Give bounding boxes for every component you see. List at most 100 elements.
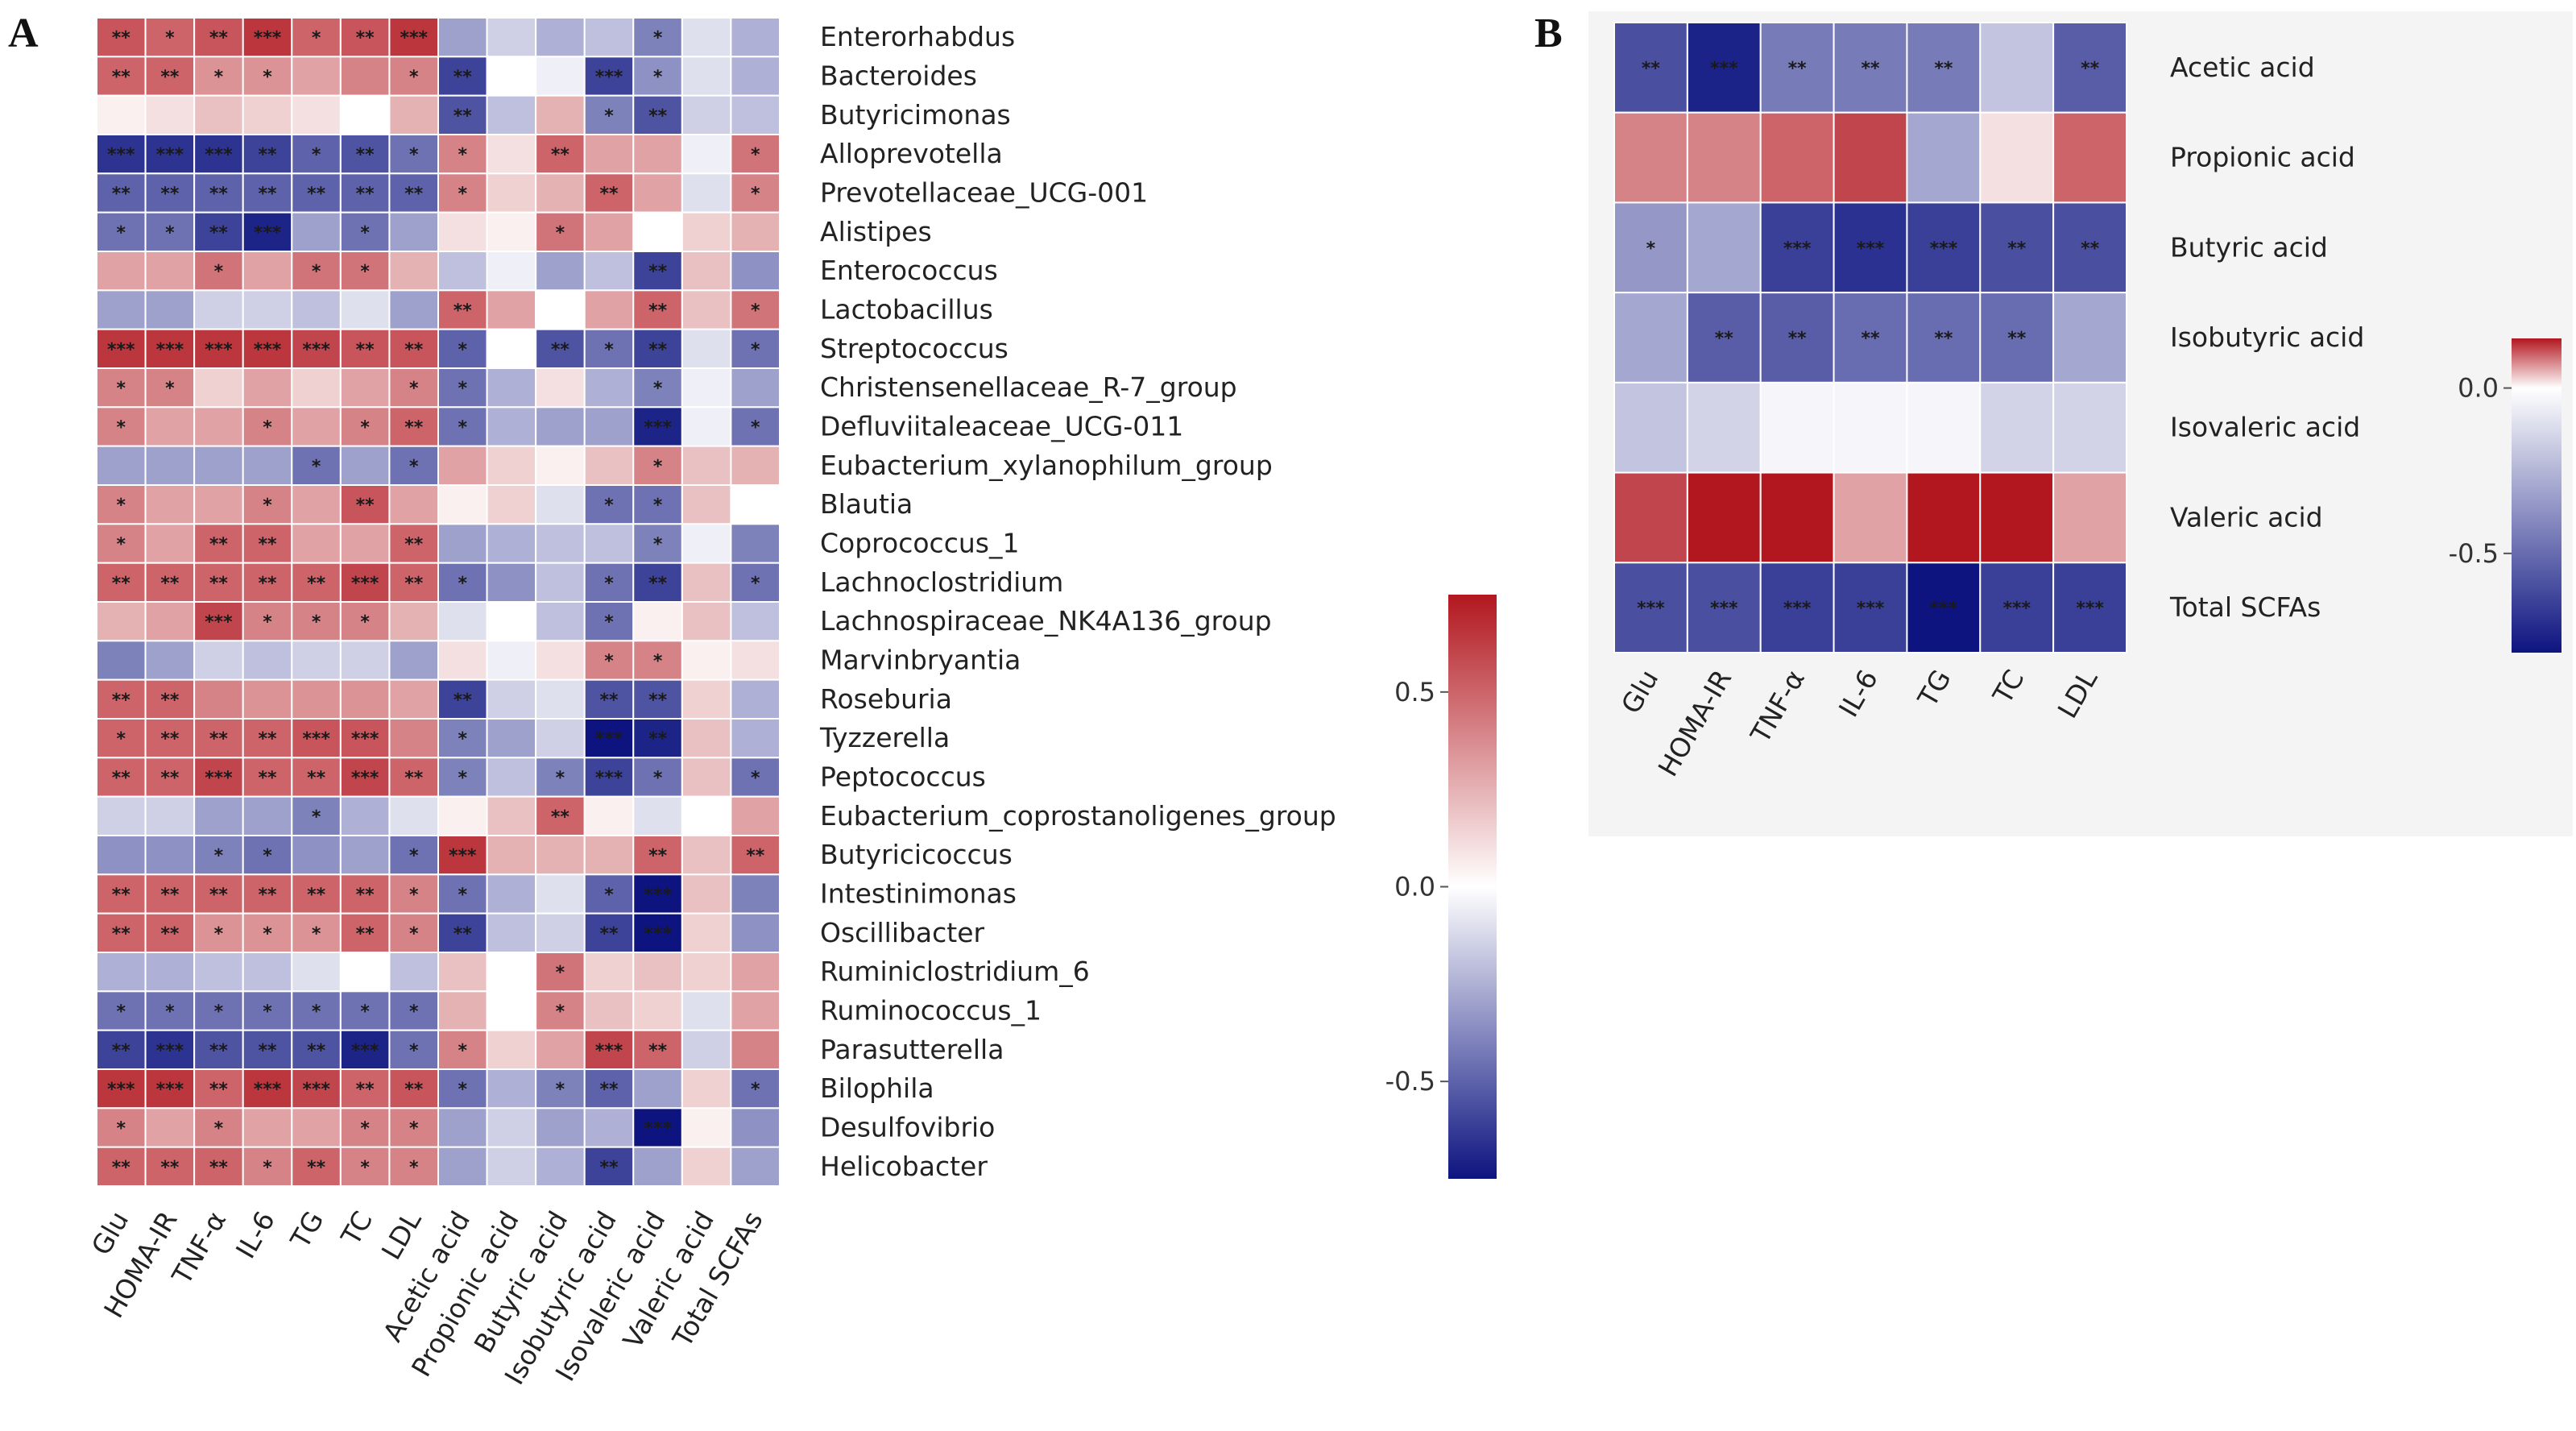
panel-a-significance-mark: * [751, 1080, 760, 1100]
panel-b-cell [1613, 562, 1688, 653]
panel-a-cell [291, 523, 342, 564]
panel-a-significance-mark: *** [644, 924, 672, 944]
panel-a-cell [144, 94, 196, 135]
panel-b-significance-mark: *** [1930, 238, 1958, 259]
panel-a-significance-mark: * [263, 496, 272, 516]
panel-a-cell [193, 94, 244, 135]
panel-a-cell [96, 523, 147, 564]
panel-a-cell [144, 367, 196, 409]
panel-b-cell [1759, 201, 1835, 294]
panel-a-color-legend-bar [1448, 595, 1497, 1179]
panel-a-cell [632, 94, 683, 135]
panel-b-cell [1833, 201, 1908, 294]
panel-a-cell [437, 1107, 488, 1148]
panel-a-row-label: Bilophila [820, 1072, 934, 1104]
panel-a-cell [437, 757, 488, 798]
panel-a-cell [535, 1068, 586, 1110]
panel-a-legend-tick-label: 0.0 [1394, 872, 1435, 902]
panel-b-cell [1613, 292, 1688, 384]
panel-a-cell [632, 134, 683, 175]
panel-a-cell [681, 795, 732, 837]
panel-a-significance-mark: ** [209, 1080, 229, 1100]
panel-a-cell [193, 211, 244, 252]
panel-a-cell [681, 17, 732, 58]
panel-b-heatmap: ** *** ** ** ** *** *** *** *** ** **** ** ** ** *****… [1613, 22, 2127, 653]
panel-a-significance-mark: ** [599, 691, 619, 711]
panel-b-cell [1906, 22, 1982, 114]
panel-a-cell [535, 1029, 586, 1070]
panel-a-cell [681, 562, 732, 604]
panel-a-cell [535, 445, 586, 487]
panel-a-cell [681, 484, 732, 525]
panel-a-row-label: Marvinbryantia [820, 645, 1021, 676]
panel-a-significance-mark: *** [595, 68, 623, 88]
panel-a-cell [339, 484, 391, 525]
panel-a-cell [486, 484, 537, 525]
panel-a-significance-mark: * [751, 418, 760, 438]
panel-a-significance-mark: *** [644, 1119, 672, 1139]
panel-a-cell [730, 640, 781, 681]
panel-a-significance-mark: ** [112, 574, 131, 594]
panel-a-significance-mark: ** [404, 418, 424, 438]
panel-a-significance-mark: * [165, 1002, 175, 1022]
panel-a-cell [730, 406, 781, 447]
panel-a-cell [681, 328, 732, 369]
panel-a-row-label: Christensenellaceae_R-7_group [820, 371, 1237, 403]
panel-b-cell [1686, 562, 1762, 653]
panel-a-cell [730, 912, 781, 953]
panel-b-cell [1759, 381, 1835, 474]
panel-a-cell [437, 367, 488, 409]
panel-a-significance-mark: ** [551, 145, 570, 165]
panel-a-significance-mark: ** [112, 886, 131, 906]
panel-a-cell [486, 601, 537, 642]
panel-a-significance-mark: * [165, 28, 175, 48]
panel-a-cell [632, 757, 683, 798]
panel-a-cell [583, 757, 635, 798]
panel-a-significance-mark: * [458, 886, 468, 906]
panel-a-significance-mark: ** [599, 185, 619, 205]
panel-a-cell [96, 328, 147, 369]
panel-a-row-label: Oscillibacter [820, 917, 985, 948]
panel-a-significance-mark: * [409, 145, 419, 165]
panel-a-cell [486, 952, 537, 993]
panel-a-cell [388, 1068, 439, 1110]
panel-a-cell [193, 678, 244, 720]
panel-b-significance-mark: *** [2002, 599, 2031, 619]
panel-a-cell [535, 562, 586, 604]
panel-b-cell [1906, 381, 1982, 474]
panel-a-cell [291, 640, 342, 681]
panel-a-cell [96, 795, 147, 837]
panel-a-cell [681, 757, 732, 798]
panel-a-cell [535, 172, 586, 214]
panel-a-cell [96, 17, 147, 58]
panel-a-significance-mark: ** [160, 769, 180, 789]
panel-b-significance-mark: ** [1861, 329, 1880, 349]
panel-a-cell [730, 952, 781, 993]
panel-a-cell [242, 134, 293, 175]
panel-a-cell [339, 1146, 391, 1187]
panel-a-significance-mark: *** [351, 1041, 379, 1061]
panel-a-row-label: Tyzzerella [819, 722, 950, 753]
panel-a-cell [96, 1146, 147, 1187]
panel-a-significance-mark: * [458, 379, 468, 399]
panel-a-cell [486, 251, 537, 292]
panel-a-significance-mark: * [165, 223, 175, 243]
panel-a-significance-mark: ** [356, 28, 375, 48]
panel-a-cell [681, 1146, 732, 1187]
panel-a-significance-mark: * [360, 1002, 370, 1022]
panel-a-row-label: Streptococcus [820, 333, 1008, 364]
panel-b-row-label: Butyric acid [2170, 231, 2328, 263]
panel-a-cell [242, 445, 293, 487]
panel-a-cell [486, 523, 537, 564]
panel-a-cell [681, 406, 732, 447]
panel-a-significance-mark: * [653, 28, 663, 48]
panel-a-cell [486, 56, 537, 97]
panel-a-cell [339, 94, 391, 135]
panel-a-cell [632, 289, 683, 330]
panel-a-row-label: Roseburia [820, 683, 952, 715]
panel-a-significance-mark: * [409, 1041, 419, 1061]
panel-b-row-labels: Acetic acid Propionic acid Butyric acid Iso… [2169, 52, 2364, 623]
panel-a-significance-mark: ** [356, 496, 375, 516]
panel-a-row-label: Eubacterium_xylanophilum_group [820, 450, 1273, 481]
panel-a-significance-mark: *** [205, 612, 233, 633]
